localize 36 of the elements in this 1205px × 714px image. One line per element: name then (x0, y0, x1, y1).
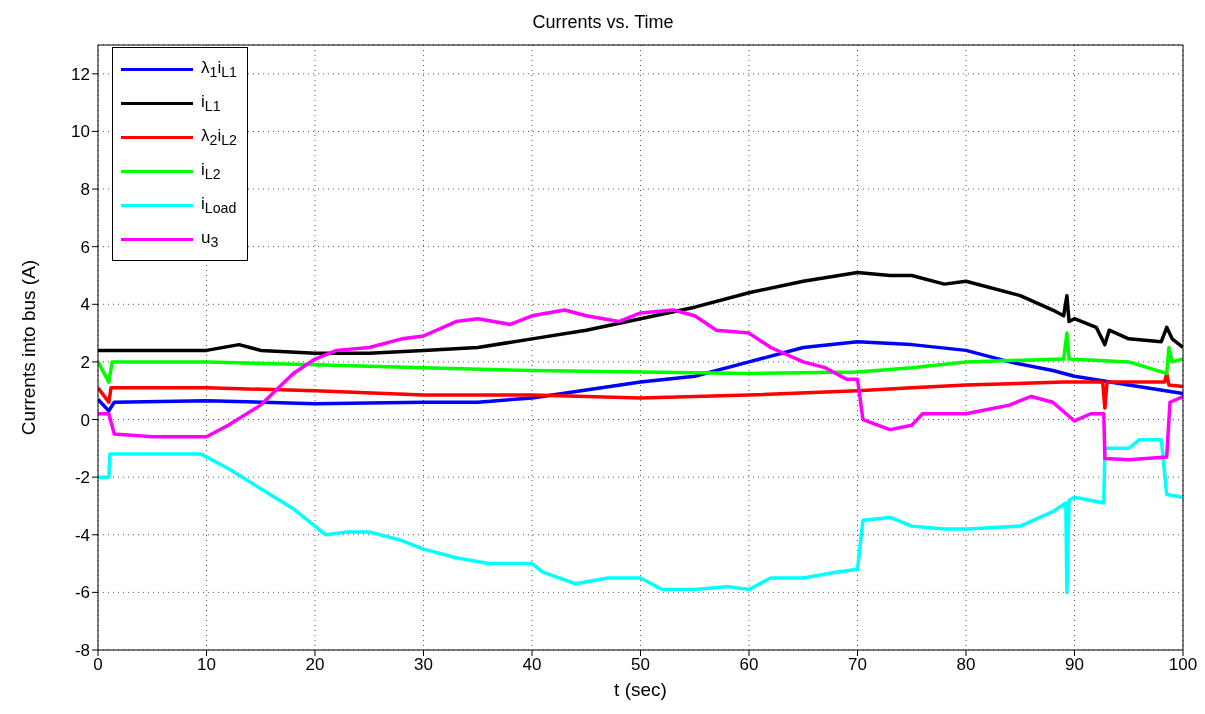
x-tick-label: 100 (1168, 655, 1198, 675)
line-series (98, 437, 1183, 595)
y-axis-title: Currents into bus (A) (17, 259, 39, 436)
y-tick-label: 10 (71, 122, 90, 142)
y-tick-label: -8 (74, 641, 90, 661)
chart-title: Currents vs. Time (531, 12, 675, 33)
legend-label: i$_{Load}$ (201, 193, 237, 217)
x-axis-title: t (sec) (614, 679, 667, 700)
legend-label: i$_{L1}$ (201, 91, 221, 115)
line-series (98, 371, 1183, 410)
x-tick-label: 10 (197, 655, 216, 675)
legend-label: λ$_{1}$i$_{L1}$ (201, 57, 237, 81)
x-tick-label: 0 (93, 655, 103, 675)
y-tick-label: -2 (74, 468, 90, 488)
legend-label: i$_{L2}$ (201, 159, 221, 183)
x-tick-label: 60 (739, 655, 759, 675)
y-tick-label: 0 (80, 410, 90, 430)
x-tick-label: 30 (414, 655, 433, 675)
y-tick-label: 6 (80, 237, 90, 257)
x-tick-label: 20 (305, 655, 325, 675)
x-tick-label: 90 (1065, 655, 1084, 675)
x-tick-label: 80 (956, 655, 976, 675)
y-tick-label: -6 (74, 583, 90, 603)
line-series (98, 308, 1183, 462)
legend-label: λ$_{2}$i$_{L2}$ (201, 125, 237, 149)
line-series (98, 339, 1183, 413)
y-tick-label: 12 (71, 64, 90, 84)
y-tick-label: 4 (80, 295, 90, 315)
x-tick-label: 40 (522, 655, 542, 675)
x-tick-label: 70 (848, 655, 867, 675)
y-tick-label: -4 (74, 525, 90, 545)
legend-label: u$_{3}$ (201, 227, 219, 251)
y-tick-label: 2 (80, 352, 90, 372)
line-series (98, 331, 1183, 384)
y-tick-label: 8 (80, 180, 90, 200)
x-tick-label: 50 (631, 655, 650, 675)
